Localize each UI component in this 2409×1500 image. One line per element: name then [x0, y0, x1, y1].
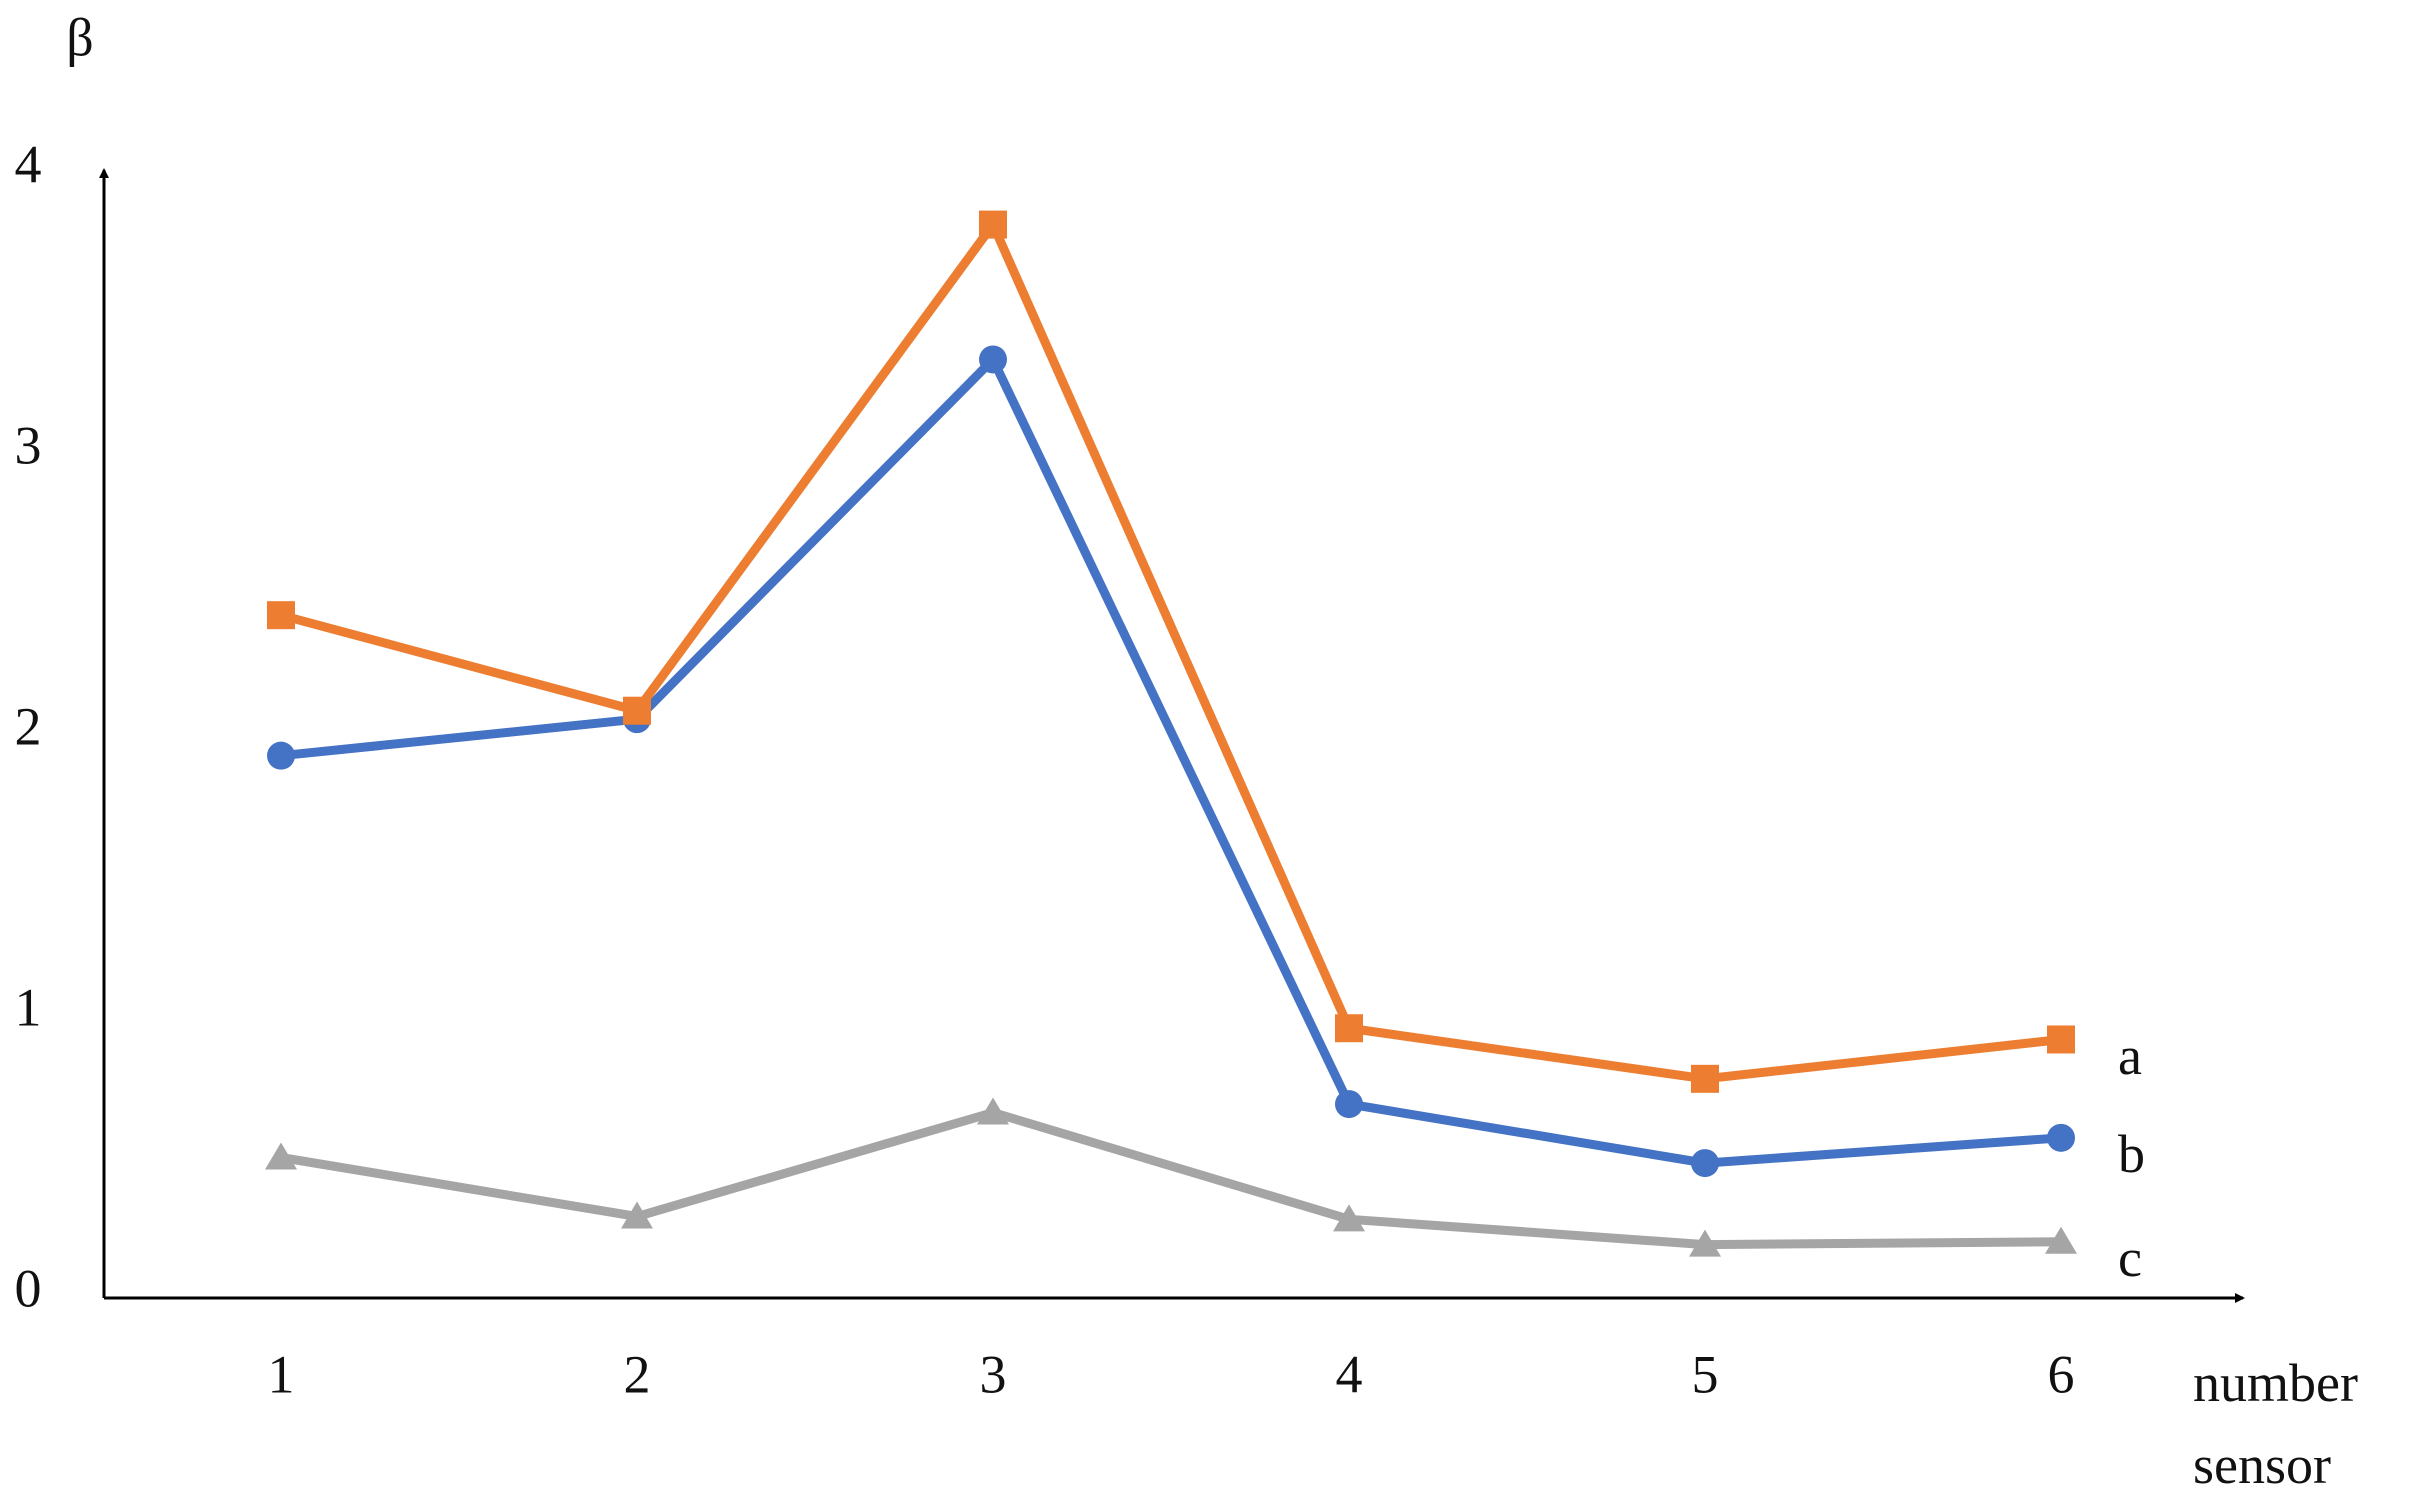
series-label: b: [2118, 1124, 2145, 1184]
marker: [2045, 1226, 2077, 1254]
x-tick-label: 3: [980, 1344, 1007, 1404]
marker: [265, 1142, 297, 1170]
marker: [621, 1201, 653, 1229]
marker: [1691, 1149, 1719, 1178]
x-tick-label: 4: [1336, 1344, 1363, 1404]
y-tick-label: 0: [15, 1258, 42, 1318]
x-tick-label: 2: [624, 1344, 651, 1404]
series-label: c: [2118, 1228, 2142, 1288]
series-line: [280, 354, 2062, 1168]
series-line: [280, 1108, 2062, 1250]
marker: [623, 696, 651, 725]
y-tick-label: 4: [15, 134, 42, 194]
marker: [1691, 1064, 1719, 1093]
x-tick-label: 6: [2048, 1344, 2075, 1404]
marker: [1335, 1014, 1363, 1043]
y-tick-label: 2: [15, 696, 42, 756]
marker: [267, 601, 295, 630]
marker: [1335, 1090, 1363, 1119]
marker: [977, 1097, 1009, 1125]
series-line: [279, 220, 2062, 1084]
marker: [979, 345, 1007, 374]
marker: [1333, 1204, 1365, 1232]
marker: [2047, 1025, 2075, 1054]
series-label: a: [2118, 1026, 2142, 1086]
x-axis-label: number sensor: [2193, 1353, 2358, 1495]
marker: [267, 741, 295, 770]
x-tick-label: 5: [1692, 1344, 1719, 1404]
marker: [1689, 1229, 1721, 1257]
y-tick-label: 1: [15, 977, 42, 1037]
marker: [979, 210, 1007, 239]
y-axis-label: β: [66, 7, 93, 67]
y-tick-label: 3: [15, 415, 42, 475]
x-tick-label: 1: [268, 1344, 295, 1404]
marker: [2047, 1123, 2075, 1152]
